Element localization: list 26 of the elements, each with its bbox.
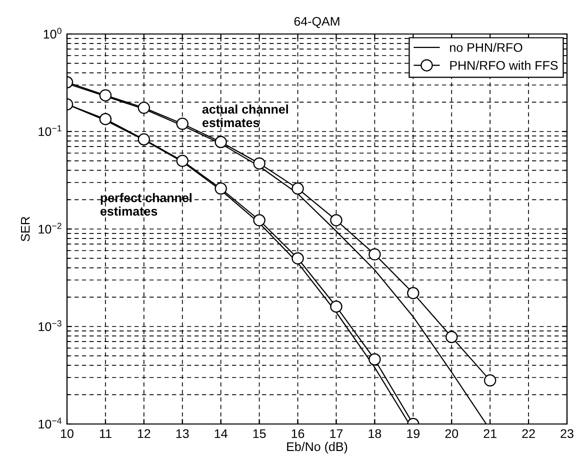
y-tick-label: 10$^{−3}$: [38, 320, 62, 332]
legend-label: no PHN/RFO: [450, 42, 522, 52]
y-tick-label: 10$^{−1}$: [38, 125, 62, 136]
x-tick-label: 10: [61, 429, 74, 438]
annotation: actual channel estimates: [202, 104, 288, 128]
x-tick-label: 19: [407, 429, 420, 438]
x-tick-label: 11: [100, 429, 112, 438]
chart-title: 64-QAM: [294, 16, 340, 28]
x-tick-label: 13: [176, 429, 189, 438]
x-tick-label: 21: [484, 429, 496, 438]
y-tick-label: 10$^{−2}$: [38, 222, 62, 234]
x-tick-label: 22: [522, 429, 535, 438]
x-tick-label: 20: [445, 429, 458, 438]
x-axis-title: Eb/No (dB): [287, 442, 348, 454]
x-tick-label: 18: [368, 429, 382, 438]
x-tick-label: 23: [560, 429, 574, 438]
y-tick-label: 10$^{−4}$: [38, 418, 62, 429]
x-tick-label: 15: [253, 429, 266, 438]
y-axis-title: SER: [20, 216, 30, 242]
x-tick-label: 16: [292, 429, 304, 438]
x-tick-label: 14: [214, 429, 228, 438]
x-tick-label: 12: [138, 429, 150, 438]
legend-label: PHN/RFO with FFS: [450, 60, 558, 70]
x-tick-label: 17: [330, 429, 343, 438]
y-tick-label: 10$^{0}$: [44, 28, 62, 39]
annotation: perfect channel estimates: [100, 193, 192, 216]
